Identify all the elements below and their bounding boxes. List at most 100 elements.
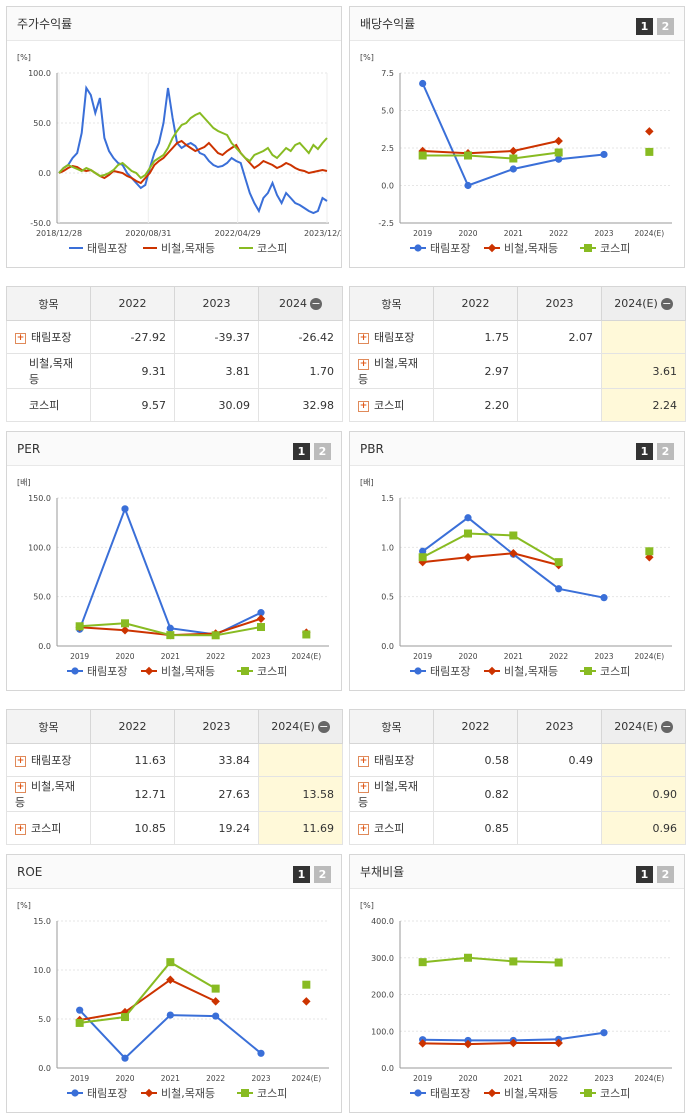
tab-1[interactable]: 1 xyxy=(636,866,653,883)
row-label[interactable]: + 코스피 xyxy=(349,811,434,845)
table-cell xyxy=(517,776,602,812)
row-label[interactable]: + 태림포장 xyxy=(349,320,434,354)
legend-marker xyxy=(584,667,592,675)
y-tick-label: 400.0 xyxy=(371,917,394,926)
row-label[interactable]: + 코스피 xyxy=(349,388,434,422)
table-cell: 11.69 xyxy=(258,811,343,845)
table-cell: 9.57 xyxy=(90,388,175,422)
row-label[interactable]: + 태림포장 xyxy=(6,320,91,354)
series-line-3 xyxy=(58,111,328,180)
table-cell xyxy=(601,743,686,777)
column-header: 2022 xyxy=(433,709,518,744)
expand-plus-icon[interactable]: + xyxy=(15,755,26,767)
panel-title: 부채비율 xyxy=(350,855,684,889)
data-point xyxy=(463,552,473,562)
legend-marker xyxy=(487,666,497,676)
y-tick-label: 1.0 xyxy=(381,543,394,552)
unit-label: [%] xyxy=(17,53,31,62)
x-tick-label: 2022 xyxy=(549,652,568,661)
data-point xyxy=(463,1039,473,1049)
legend-marker xyxy=(584,244,592,252)
unit-label: [%] xyxy=(360,53,374,62)
data-point xyxy=(509,165,517,173)
legend-label: 비철,목재등 xyxy=(504,242,558,255)
panel-title: PBR xyxy=(350,432,684,466)
x-tick-label: 2023 xyxy=(594,1074,613,1083)
tab-2[interactable]: 2 xyxy=(657,18,674,35)
expand-plus-icon[interactable]: + xyxy=(358,781,369,793)
tab-2[interactable]: 2 xyxy=(314,443,331,460)
column-header: 항목 xyxy=(349,286,434,321)
unit-label: [%] xyxy=(17,901,31,910)
row-label[interactable]: + 코스피 xyxy=(6,811,91,845)
y-tick-label: 15.0 xyxy=(33,917,51,926)
table-cell: 0.82 xyxy=(433,776,518,812)
data-point xyxy=(120,625,130,635)
table-row: 코스피 9.57 30.09 32.98 xyxy=(6,388,343,422)
row-label[interactable]: + 비철,목재등 xyxy=(349,353,434,389)
data-point xyxy=(166,975,175,985)
expand-plus-icon[interactable]: + xyxy=(15,332,26,344)
table-cell: -26.42 xyxy=(258,320,343,354)
unit-label: [%] xyxy=(360,901,374,910)
tab-1[interactable]: 1 xyxy=(636,18,653,35)
data-point xyxy=(212,1012,220,1020)
tab-1[interactable]: 1 xyxy=(293,866,310,883)
row-label[interactable]: + 비철,목재등 xyxy=(6,776,91,812)
x-tick-label: 2021 xyxy=(504,229,523,238)
y-tick-label: 1.5 xyxy=(381,494,394,503)
expand-plus-icon[interactable]: + xyxy=(358,400,369,412)
expand-plus-icon[interactable]: + xyxy=(15,781,26,793)
collapse-icon[interactable]: − xyxy=(660,297,673,310)
y-tick-label: -50.0 xyxy=(30,219,51,228)
data-point xyxy=(419,79,427,88)
legend-marker xyxy=(487,1088,497,1098)
tab-2[interactable]: 2 xyxy=(314,866,331,883)
row-label[interactable]: + 태림포장 xyxy=(349,743,434,777)
expand-plus-icon[interactable]: + xyxy=(358,358,369,370)
table-row: 비철,목재등 9.31 3.81 1.70 xyxy=(6,353,343,389)
tab-2[interactable]: 2 xyxy=(657,866,674,883)
data-point xyxy=(211,984,220,993)
tab-1[interactable]: 1 xyxy=(636,443,653,460)
series-line-2 xyxy=(422,139,559,155)
data-point xyxy=(554,558,563,567)
legend-label: 코스피 xyxy=(600,665,630,678)
debt-ratio-chart: [%] 400.0 300.0 200.0 100.0 0.0 2019 2020 2021 20… xyxy=(360,901,672,1100)
table-row: + 코스피 10.85 19.24 11.69 xyxy=(6,811,343,845)
collapse-icon[interactable]: − xyxy=(310,297,322,310)
expand-plus-icon[interactable]: + xyxy=(358,823,369,835)
table-row: + 비철,목재등 0.82 0.90 xyxy=(349,776,686,812)
column-header: 2022 xyxy=(90,286,175,321)
legend-marker xyxy=(414,1089,422,1097)
y-tick-label: 0.0 xyxy=(38,1064,51,1073)
x-tick-label: 2021 xyxy=(504,1074,523,1083)
column-header: 2024(E) − xyxy=(258,709,343,744)
collapse-icon[interactable]: − xyxy=(317,720,330,733)
table-cell: 1.70 xyxy=(258,353,343,389)
tab-2[interactable]: 2 xyxy=(657,443,674,460)
legend-marker xyxy=(241,1089,249,1097)
y-tick-label: 0.5 xyxy=(381,593,394,602)
expand-plus-icon[interactable]: + xyxy=(358,755,369,767)
table-cell: 3.81 xyxy=(174,353,259,389)
tab-1[interactable]: 1 xyxy=(293,443,310,460)
series-line-2 xyxy=(422,1042,559,1046)
panel-title: ROE xyxy=(7,855,341,889)
row-label[interactable]: + 비철,목재등 xyxy=(349,776,434,812)
column-header: 2023 xyxy=(174,709,259,744)
x-tick-label: 2020/08/31 xyxy=(125,229,171,238)
y-tick-label: 300.0 xyxy=(371,954,394,963)
collapse-icon[interactable]: − xyxy=(660,720,673,733)
x-tick-label: 2024(E) xyxy=(634,1074,664,1083)
row-label[interactable]: + 태림포장 xyxy=(6,743,91,777)
roe-chart: [%]15.0 10.0 5.0 0.0 2019 2020 2021 2022 2023 202… xyxy=(17,901,329,1100)
expand-plus-icon[interactable]: + xyxy=(358,332,369,344)
stock-return-table: 항목 2022 2023 2024− + 태림포장 -27.92 -39.37 -26.42 비철… xyxy=(6,286,343,422)
column-header: 2024(E) − xyxy=(601,286,686,321)
expand-plus-icon[interactable]: + xyxy=(15,823,26,835)
column-header: 2023 xyxy=(174,286,259,321)
data-point xyxy=(509,146,518,156)
y-tick-label: 0.0 xyxy=(38,169,51,178)
table-cell: 2.20 xyxy=(433,388,518,422)
